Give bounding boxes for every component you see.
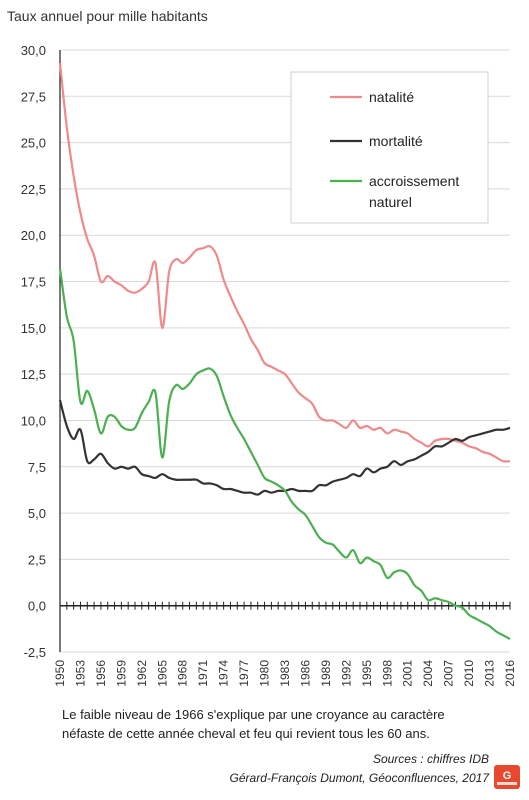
legend-label: naturel	[369, 194, 412, 210]
x-tick-label: 2007	[442, 660, 456, 687]
y-tick-label: 27,5	[21, 89, 46, 104]
note-line-2: néfaste de cette année cheval et feu qui…	[62, 726, 430, 741]
x-axis: 1950 1953 1956 1959 1962 1965 1968 1971 1974 1977…	[53, 601, 517, 687]
line-chart: 30,0 27,5 25,0 22,5 20,0 17,5 15,0 12,5 10,0 7,5 5…	[21, 43, 517, 687]
geoconfluences-logo-icon: G	[494, 765, 520, 789]
legend-label: mortalité	[369, 133, 423, 149]
y-tick-label: 10,0	[21, 413, 46, 428]
x-tick-label: 1974	[217, 660, 231, 687]
legend: natalité mortalité accroissement naturel	[290, 71, 489, 224]
x-tick-label: 2016	[503, 660, 517, 687]
series-lines	[58, 62, 511, 641]
y-tick-label: 30,0	[21, 43, 46, 58]
note-line-1: Le faible niveau de 1966 s'explique par …	[62, 707, 445, 722]
x-tick-label: 1977	[237, 660, 251, 687]
y-tick-label: 20,0	[21, 228, 46, 243]
y-tick-label: 7,5	[28, 460, 46, 475]
y-tick-label: 0,0	[28, 599, 46, 614]
x-tick-label: 1998	[380, 660, 394, 687]
svg-text:G: G	[503, 770, 512, 782]
x-tick-label: 1953	[73, 660, 87, 687]
x-tick-label: 1965	[155, 660, 169, 687]
x-tick-label: 2001	[401, 660, 415, 687]
legend-label: accroissement	[369, 173, 459, 189]
y-tick-labels: 30,0 27,5 25,0 22,5 20,0 17,5 15,0 12,5 10,0 7,5 5…	[21, 43, 46, 660]
x-tick-label: 1983	[278, 660, 292, 687]
y-tick-label: -2,5	[24, 645, 46, 660]
x-tick-label: 2004	[421, 660, 435, 687]
chart-note: Le faible niveau de 1966 s'explique par …	[62, 705, 502, 743]
source-line-2: Gérard-François Dumont, Géoconfluences, …	[229, 771, 489, 785]
x-tick-label: 1986	[298, 660, 312, 687]
y-tick-label: 17,5	[21, 275, 46, 290]
y-axis-title: Taux annuel pour mille habitants	[7, 8, 208, 24]
x-tick-label: 1956	[94, 660, 108, 687]
x-tick-label: 1959	[114, 660, 128, 687]
x-tick-label: 1962	[135, 660, 149, 687]
y-tick-label: 2,5	[28, 552, 46, 567]
x-tick-label: 1971	[196, 660, 210, 687]
x-tick-label: 1989	[319, 660, 333, 687]
source-line-1: Sources : chiffres IDB	[372, 752, 489, 766]
y-tick-label: 22,5	[21, 182, 46, 197]
x-tick-label: 1995	[360, 660, 374, 687]
series-line-accroissement-naturel	[58, 268, 511, 641]
y-tick-label: 12,5	[21, 367, 46, 382]
x-tick-label: 1980	[258, 660, 272, 687]
series-line-mortalité	[58, 399, 511, 496]
y-tick-label: 25,0	[21, 136, 46, 151]
series-line-natalité	[58, 62, 511, 463]
y-tick-label: 5,0	[28, 506, 46, 521]
legend-label: natalité	[369, 89, 414, 105]
x-tick-label: 1950	[53, 660, 67, 687]
y-tick-label: 15,0	[21, 321, 46, 336]
legend-box	[290, 71, 489, 224]
x-tick-label: 2010	[462, 660, 476, 687]
x-tick-label: 1992	[339, 660, 353, 687]
x-tick-label: 1968	[176, 660, 190, 687]
x-tick-label: 2013	[483, 660, 497, 687]
